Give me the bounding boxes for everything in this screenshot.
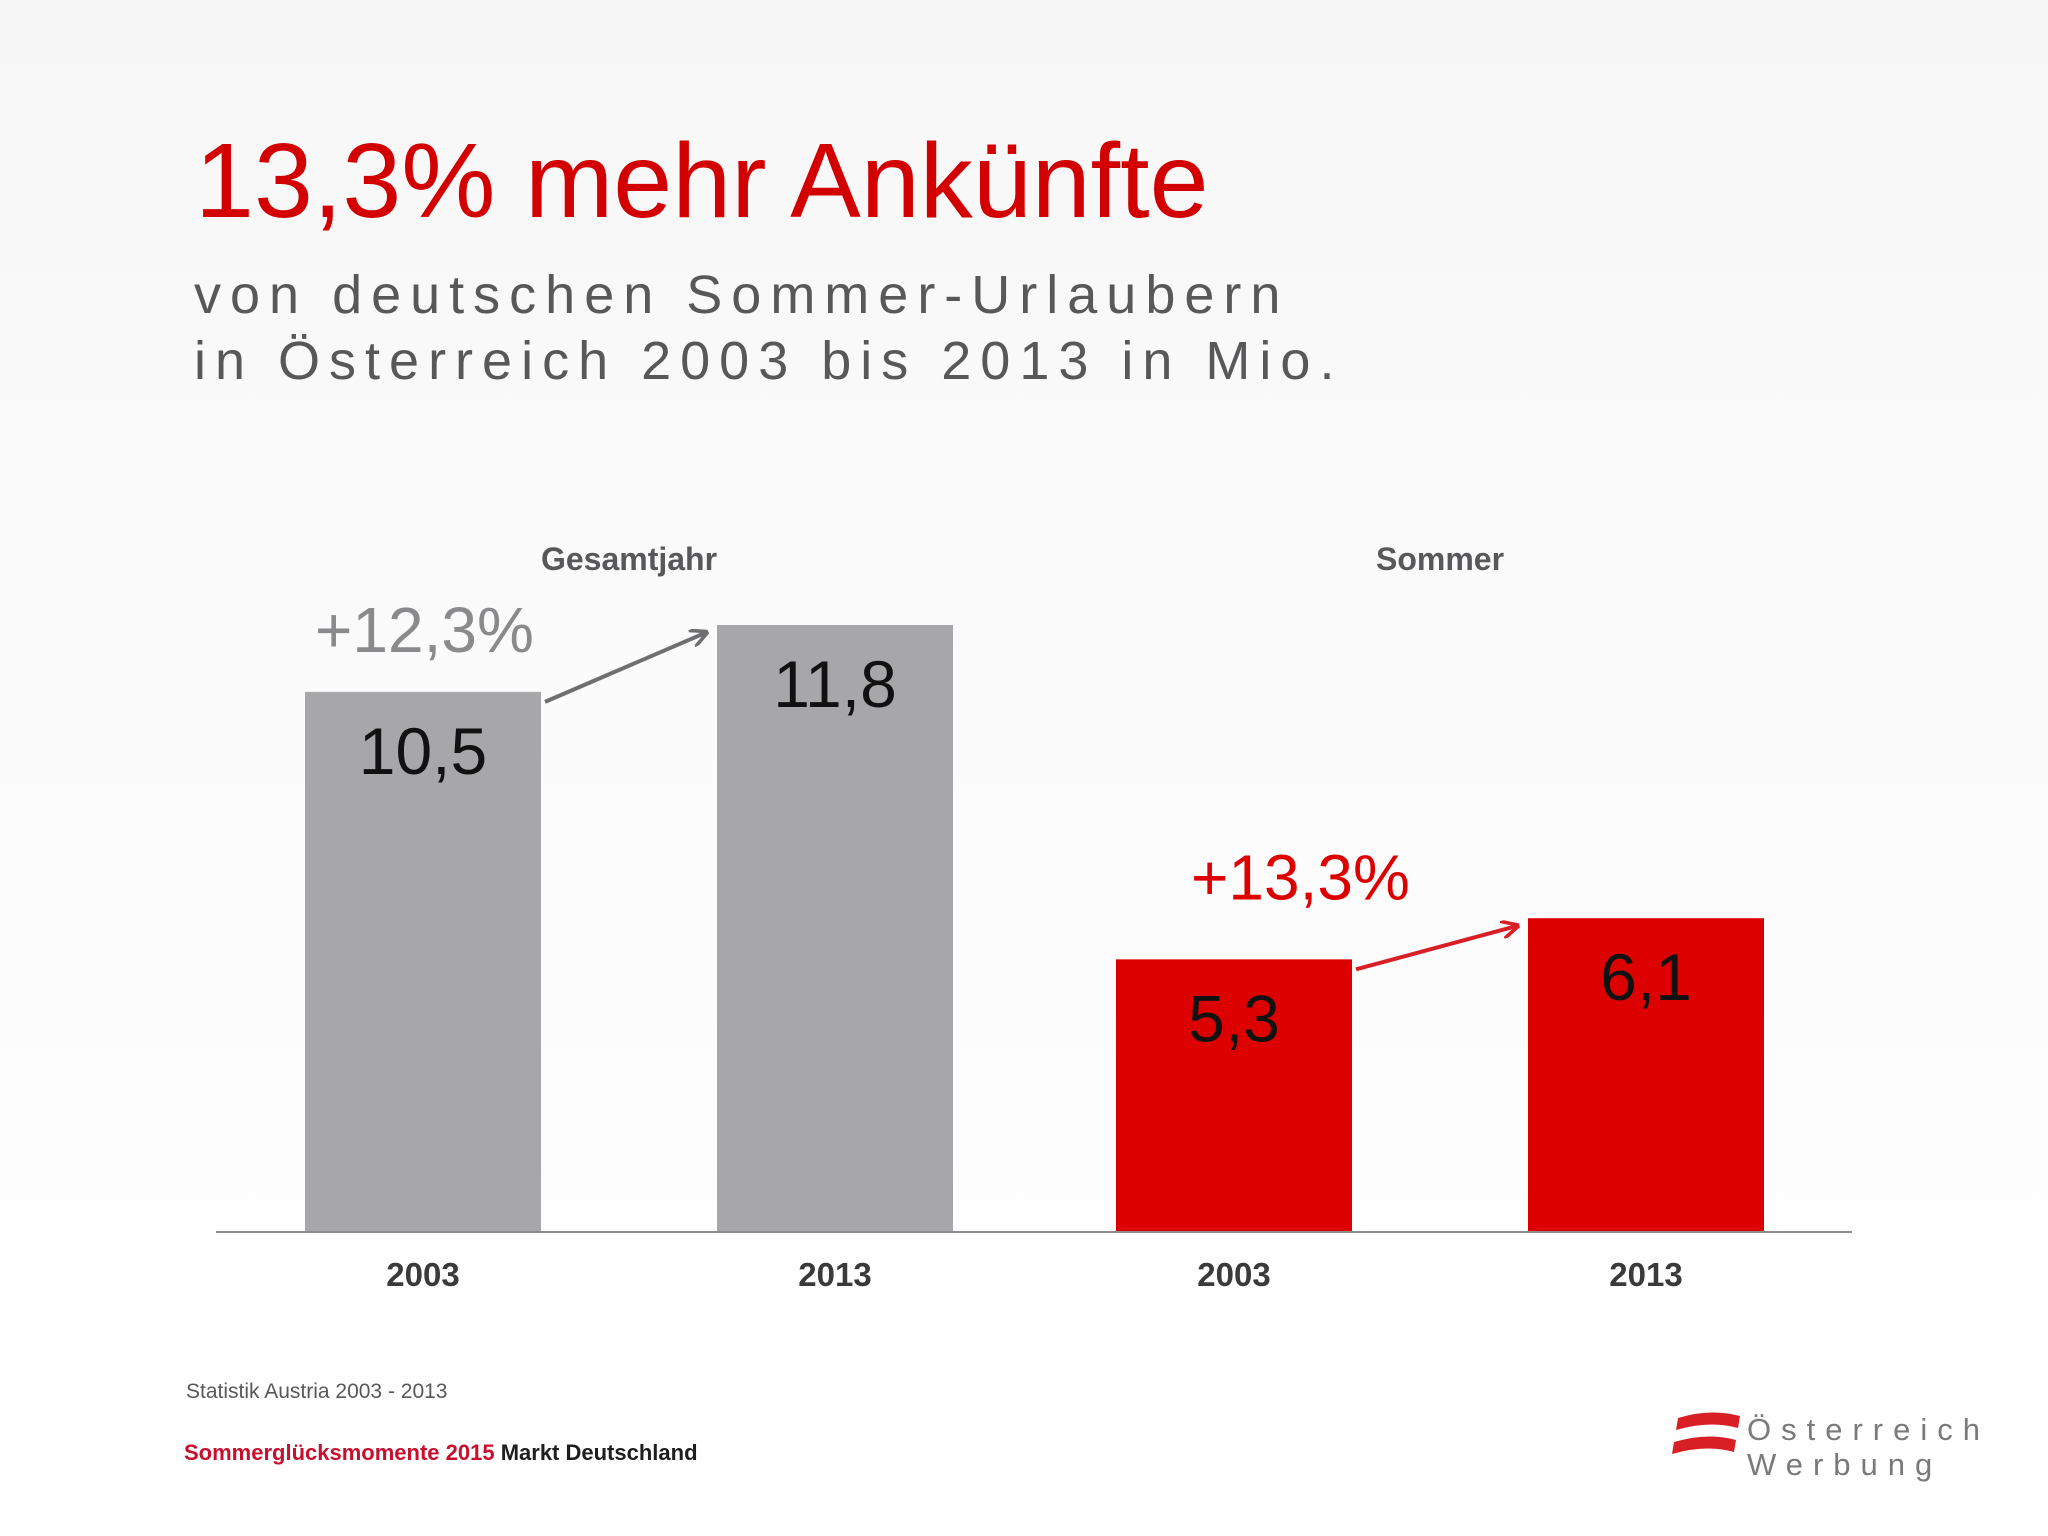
logo-line-2: Werbung [1747,1447,1943,1482]
logo-flag-stripe-top [1676,1412,1740,1430]
footer-market: Markt Deutschland [500,1440,698,1465]
x-tick-label-sommer-2013: 2013 [1609,1256,1682,1293]
logo-line-1: Österreich [1747,1412,1990,1447]
bar-sommer-2003 [1116,959,1352,1232]
subtitle-line-1: von deutschen Sommer-Urlaubern [194,265,1290,325]
data-label-gesamtjahr-2003: 10,5 [359,714,487,788]
x-tick-label-gesamtjahr-2003: 2003 [386,1256,459,1293]
bar-sommer-2013 [1528,918,1764,1232]
oesterreich-werbung-logo [1672,1412,1740,1454]
group-label-sommer: Sommer [1376,541,1504,577]
logo-flag-stripe-bottom [1672,1436,1736,1454]
x-tick-label-gesamtjahr-2013: 2013 [798,1256,871,1293]
source-note: Statistik Austria 2003 - 2013 [186,1380,448,1403]
logo-wordmark: Österreich Werbung [1747,1412,1990,1482]
change-arrow-gesamtjahr [544,633,705,704]
bar-gesamtjahr-2013 [717,625,953,1232]
page-title: 13,3% mehr Ankünfte [195,122,1209,240]
group-label-gesamtjahr: Gesamtjahr [541,541,717,577]
change-arrow-sommer [1355,926,1516,972]
footer-campaign-name: Sommerglücksmomente 2015 [184,1440,495,1465]
data-label-gesamtjahr-2013: 11,8 [773,647,897,721]
change-label-sommer: +13,3% [1191,841,1410,913]
bar-gesamtjahr-2003 [305,691,541,1232]
change-label-gesamtjahr: +12,3% [315,594,534,666]
x-tick-label-sommer-2003: 2003 [1197,1256,1270,1293]
footer-campaign: Sommerglücksmomente 2015 Markt Deutschla… [184,1440,698,1466]
data-label-sommer-2013: 6,1 [1600,940,1692,1014]
data-label-sommer-2003: 5,3 [1188,981,1280,1055]
subtitle-line-2: in Österreich 2003 bis 2013 in Mio. [194,331,1344,391]
page-subtitle: von deutschen Sommer-Urlaubern in Österr… [194,262,1343,394]
bar-chart: 10,5 2003 11,8 2013 Gesamtjahr+12,3% 5,3 2003 6… [216,541,1852,1293]
